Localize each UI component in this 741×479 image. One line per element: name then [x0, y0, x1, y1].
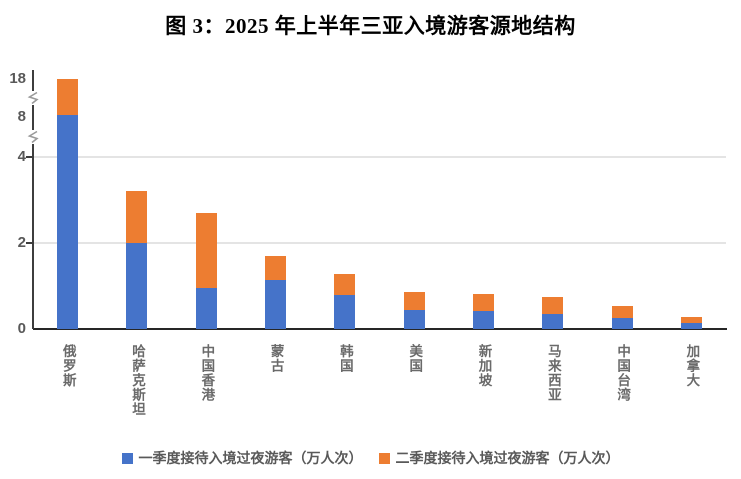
- legend-label: 二季度接待入境过夜游客（万人次）: [395, 450, 620, 466]
- category-label: 中国台湾: [615, 344, 631, 402]
- bar-segment-q1: [57, 115, 79, 329]
- bar-segment-q2: [542, 297, 564, 314]
- y-tick-mark: [26, 242, 33, 244]
- legend-item-q2: 二季度接待入境过夜游客（万人次）: [378, 448, 620, 468]
- bar-segment-q2: [680, 317, 702, 323]
- axis-break-icon: [25, 130, 41, 144]
- bar-segment-q1: [334, 295, 356, 329]
- x-axis-line: [33, 328, 727, 330]
- category-label: 哈萨克斯坦: [130, 344, 146, 417]
- category-label: 新加坡: [476, 344, 492, 388]
- axis-break-icon: [25, 91, 41, 105]
- category-label: 蒙古: [268, 344, 284, 373]
- y-axis-line: [32, 105, 34, 130]
- y-tick-label: 0: [17, 320, 26, 337]
- bar-segment-q1: [403, 310, 425, 329]
- category-label: 加拿大: [684, 344, 700, 388]
- y-tick-label: 4: [17, 148, 26, 165]
- bar-segment-q1: [126, 243, 148, 329]
- category-label: 美国: [407, 344, 423, 373]
- legend: 一季度接待入境过夜游客（万人次） 二季度接待入境过夜游客（万人次）: [0, 447, 741, 469]
- gridline: [33, 242, 726, 244]
- bar-segment-q2: [403, 291, 425, 311]
- category-label: 马来西亚: [545, 344, 561, 402]
- bar-segment-q1: [680, 322, 702, 329]
- y-tick-label: 2: [17, 234, 26, 251]
- bar-segment-q2: [472, 294, 494, 311]
- legend-item-q1: 一季度接待入境过夜游客（万人次）: [121, 448, 363, 468]
- bar-segment-q2: [265, 255, 287, 280]
- legend-label: 一季度接待入境过夜游客（万人次）: [138, 450, 363, 466]
- y-axis-line: [32, 70, 34, 91]
- bar-segment-q2: [195, 212, 217, 288]
- bar-segment-q1: [265, 279, 287, 329]
- bar-segment-q2: [611, 306, 633, 319]
- y-axis-line: [32, 144, 34, 329]
- bar-segment-q1: [611, 318, 633, 329]
- category-label: 中国香港: [199, 344, 215, 402]
- y-tick-label: 8: [17, 108, 26, 125]
- legend-swatch-icon: [378, 452, 390, 464]
- bar-segment-q1: [195, 287, 217, 329]
- category-label: 俄罗斯: [60, 344, 76, 388]
- figure-title: 图 3：2025 年上半年三亚入境游客源地结构: [165, 14, 576, 38]
- y-tick-mark: [26, 156, 33, 158]
- category-label: 韩国: [337, 344, 353, 373]
- legend-swatch-icon: [121, 452, 133, 464]
- bar-segment-q2: [57, 79, 79, 116]
- bar-segment-q1: [542, 313, 564, 329]
- bar-segment-q1: [472, 310, 494, 329]
- y-tick-label: 18: [9, 70, 26, 87]
- gridline: [33, 156, 726, 158]
- bar-segment-q2: [126, 191, 148, 243]
- bar-segment-q2: [334, 274, 356, 296]
